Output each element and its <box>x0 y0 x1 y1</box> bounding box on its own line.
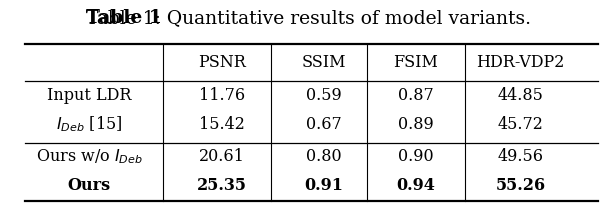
Text: 15.42: 15.42 <box>199 116 245 133</box>
Text: Table 1: Quantitative results of model variants.: Table 1: Quantitative results of model v… <box>86 9 530 27</box>
Text: $I_{Deb}$ [15]: $I_{Deb}$ [15] <box>56 115 123 135</box>
Text: 0.67: 0.67 <box>306 116 341 133</box>
Text: FSIM: FSIM <box>394 54 438 71</box>
Text: 0.89: 0.89 <box>398 116 434 133</box>
Text: 55.26: 55.26 <box>495 177 546 194</box>
Text: 0.91: 0.91 <box>304 177 343 194</box>
Text: 11.76: 11.76 <box>199 87 245 104</box>
Text: 49.56: 49.56 <box>498 148 543 165</box>
Text: Input LDR: Input LDR <box>47 87 132 104</box>
Text: 0.80: 0.80 <box>306 148 341 165</box>
Text: PSNR: PSNR <box>198 54 246 71</box>
Text: 25.35: 25.35 <box>197 177 247 194</box>
Text: 20.61: 20.61 <box>199 148 245 165</box>
Text: Table 1: Table 1 <box>86 9 161 27</box>
Text: 0.59: 0.59 <box>306 87 341 104</box>
Text: Ours w/o $I_{Deb}$: Ours w/o $I_{Deb}$ <box>36 147 143 166</box>
Text: SSIM: SSIM <box>301 54 346 71</box>
Text: Ours: Ours <box>68 177 111 194</box>
Text: 0.87: 0.87 <box>398 87 434 104</box>
Text: 0.94: 0.94 <box>396 177 436 194</box>
Text: 44.85: 44.85 <box>498 87 543 104</box>
Text: HDR-VDP2: HDR-VDP2 <box>476 54 565 71</box>
Text: 45.72: 45.72 <box>498 116 543 133</box>
Text: 0.90: 0.90 <box>398 148 434 165</box>
